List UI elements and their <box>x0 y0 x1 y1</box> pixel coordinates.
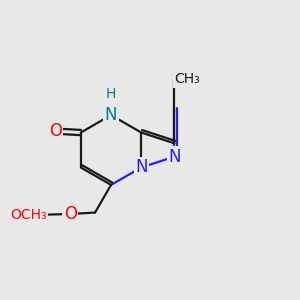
Text: CH₃: CH₃ <box>175 73 200 86</box>
Text: N: N <box>105 106 117 124</box>
Text: H: H <box>106 87 116 101</box>
Text: N: N <box>168 148 181 166</box>
Text: O: O <box>64 205 77 223</box>
Text: OCH₃: OCH₃ <box>11 208 47 222</box>
Text: O: O <box>49 122 62 140</box>
Text: N: N <box>135 158 148 176</box>
